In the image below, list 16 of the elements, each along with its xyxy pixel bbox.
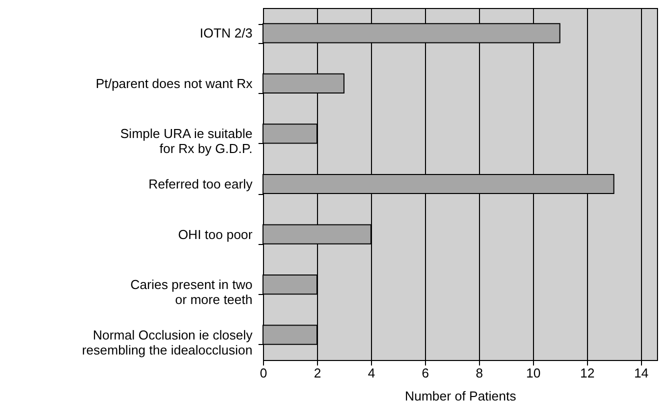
y-tick-label: Referred too early xyxy=(148,176,253,192)
x-tick-label: 0 xyxy=(260,366,268,380)
x-tick-label: 8 xyxy=(476,366,484,380)
x-axis-title: Number of Patients xyxy=(404,388,517,404)
x-tick-label: 2 xyxy=(314,366,322,380)
y-tick-label: Pt/parent does not want Rx xyxy=(96,76,253,91)
y-tick-label: Caries present in two or more teeth xyxy=(130,277,252,308)
y-tick-label: Normal Occlusion ie closely resembling the idealocclusion xyxy=(82,327,253,358)
x-tick-label: 10 xyxy=(526,366,541,380)
x-tick-label: 14 xyxy=(634,366,649,380)
y-tick-label: OHI too poor xyxy=(178,226,254,242)
x-tick-label: 12 xyxy=(580,366,595,380)
y-tick-label: IOTN 2/3 xyxy=(200,26,252,41)
y-tick-label: Simple URA ie suitable for Rx by G.D.P. xyxy=(120,126,252,156)
x-tick-label: 4 xyxy=(368,366,376,380)
x-tick-label: 6 xyxy=(422,366,430,380)
